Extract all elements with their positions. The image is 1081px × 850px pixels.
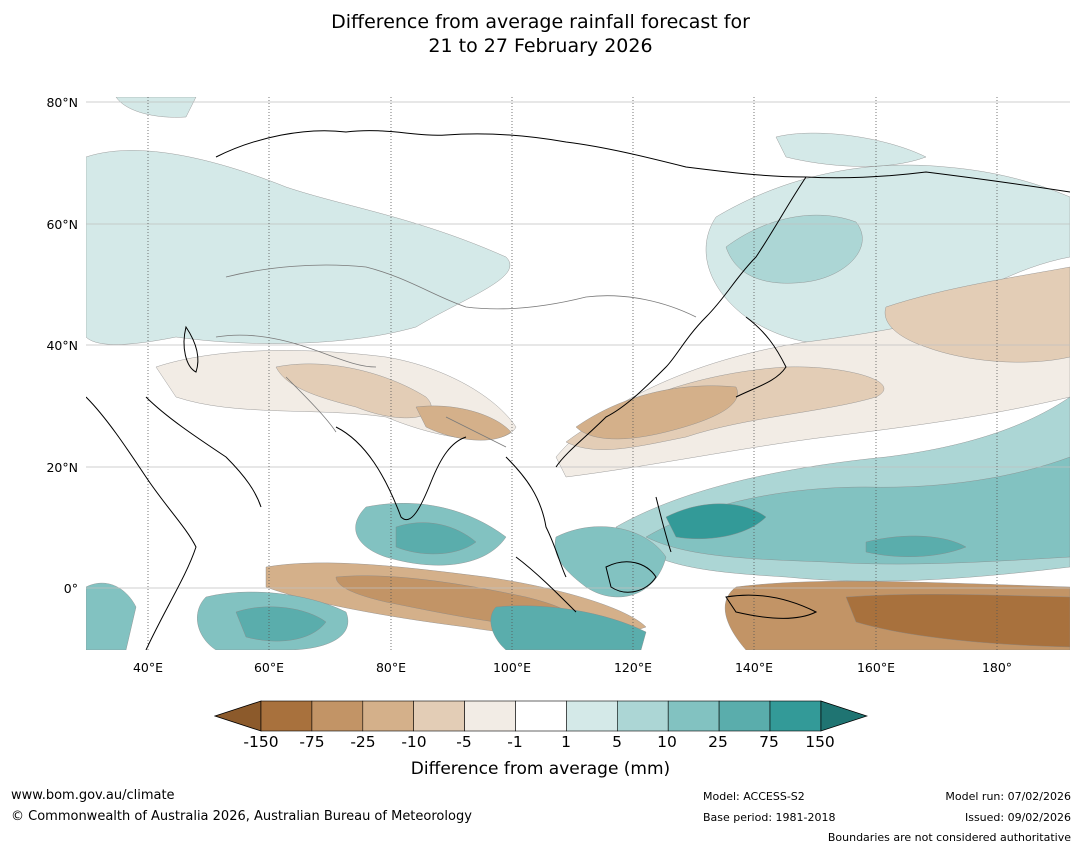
coastline-philippines	[655, 496, 672, 553]
meridians	[147, 97, 998, 650]
coastlines	[86, 130, 1070, 650]
lat-label-60n: 60°N	[46, 217, 78, 232]
boundaries-disclaimer: Boundaries are not considered authoritat…	[827, 831, 1071, 844]
coastline-sumatra	[515, 556, 577, 613]
colorbar-segment	[515, 700, 567, 732]
colorbar-segments	[214, 700, 868, 732]
lon-label-160e: 160°E	[856, 660, 895, 675]
colorbar-label: -150	[243, 733, 279, 751]
colorbar-segment	[413, 700, 465, 732]
wet-region-maritime	[554, 526, 667, 598]
colorbar-label: 150	[805, 733, 835, 751]
wet-region-east-siberia	[775, 132, 927, 167]
lon-label-140e: 140°E	[734, 660, 773, 675]
dry-core-north-australia	[845, 594, 1070, 648]
lat-label-20n: 20°N	[46, 460, 78, 475]
colorbar-title: Difference from average (mm)	[410, 759, 671, 779]
colorbar-label: -1	[507, 733, 523, 751]
colorbar-segment	[362, 700, 415, 732]
anomaly-fields	[86, 97, 1070, 650]
coastline-japan	[735, 316, 787, 398]
lat-label-equator: 0°	[63, 581, 78, 596]
colorbar-label: 5	[612, 733, 622, 751]
coastline-caspian	[183, 325, 199, 373]
coastline-arabia	[145, 396, 262, 508]
colorbar-label: -25	[350, 733, 376, 751]
colorbar-label: 1	[561, 733, 571, 751]
lon-label-40e: 40°E	[132, 660, 164, 675]
wet-region-africa-east	[86, 582, 137, 650]
colorbar-segment	[566, 700, 618, 732]
colorbar-label: 10	[657, 733, 677, 751]
country-borders	[215, 264, 697, 448]
wet-peak-central-pacific	[865, 535, 967, 557]
lon-label-100e: 100°E	[492, 660, 531, 675]
colorbar-extend-low	[214, 700, 262, 732]
colorbar-segment	[769, 700, 822, 732]
base-period: Base period: 1981-2018	[703, 811, 836, 824]
lon-label-120e: 120°E	[613, 660, 652, 675]
coastline-new-guinea	[725, 594, 818, 619]
model-run-date: Model run: 07/02/2026	[945, 790, 1071, 803]
graticule	[86, 101, 1070, 589]
map-title: Difference from average rainfall forecas…	[0, 10, 1081, 58]
colorbar	[214, 700, 868, 732]
issued-date: Issued: 09/02/2026	[964, 811, 1071, 824]
colorbar-segment	[464, 700, 516, 732]
wet-core-kamchatka	[725, 214, 863, 284]
wet-core-west-pacific	[645, 456, 1070, 565]
colorbar-segment	[616, 700, 669, 732]
website-link[interactable]: www.bom.gov.au/climate	[11, 788, 175, 803]
model-name: Model: ACCESS-S2	[703, 790, 805, 803]
coastline-east-asia	[555, 176, 807, 468]
lat-label-80n: 80°N	[46, 95, 78, 110]
wet-region-north-europe	[86, 150, 511, 345]
coastline-india	[335, 426, 467, 520]
colorbar-segment	[260, 700, 313, 732]
copyright-text: © Commonwealth of Australia 2026, Austra…	[11, 809, 472, 824]
colorbar-label: -5	[456, 733, 472, 751]
dry-region-pacific-east	[884, 266, 1070, 363]
lon-label-60e: 60°E	[253, 660, 285, 675]
wet-peak-philippine-sea	[665, 503, 767, 539]
wet-region-timor	[490, 605, 647, 650]
coastline-indochina	[505, 456, 567, 578]
coastline-arctic	[215, 130, 1070, 193]
lon-label-80e: 80°E	[375, 660, 407, 675]
rainfall-anomaly-map	[86, 97, 1070, 650]
lon-label-180: 180°	[981, 660, 1013, 675]
coastline-borneo	[605, 561, 657, 593]
dry-core-himalaya	[415, 405, 512, 441]
dry-core-south-china	[575, 385, 738, 440]
colorbar-extend-high	[820, 700, 868, 732]
colorbar-segment	[718, 700, 771, 732]
title-line-1: Difference from average rainfall forecas…	[331, 11, 750, 33]
wet-core-madagascar	[235, 606, 327, 642]
coastline-africa	[86, 396, 197, 650]
wet-region-arctic	[115, 97, 197, 118]
colorbar-label: -10	[401, 733, 427, 751]
colorbar-segment	[311, 700, 364, 732]
wet-core-indian-ocean	[395, 522, 477, 555]
map-svg	[86, 97, 1070, 650]
colorbar-label: 25	[708, 733, 728, 751]
colorbar-segment	[667, 700, 720, 732]
lat-label-40n: 40°N	[46, 338, 78, 353]
colorbar-label: 75	[759, 733, 779, 751]
title-line-2: 21 to 27 February 2026	[428, 35, 653, 57]
colorbar-label: -75	[299, 733, 325, 751]
